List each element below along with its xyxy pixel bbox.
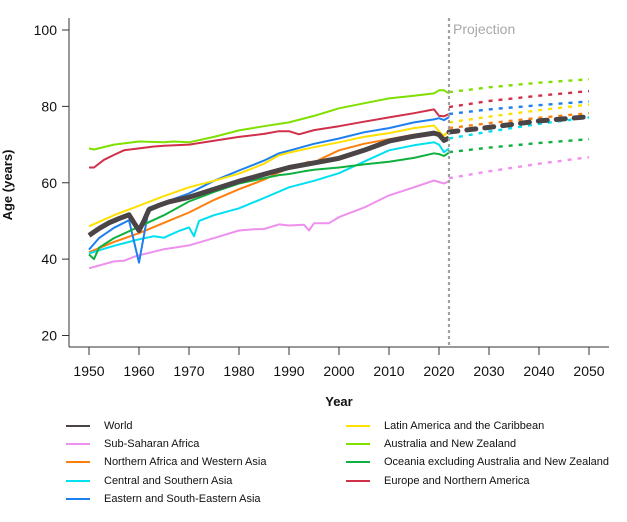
projection-line-oceania-excluding-australia-and-new-zealand (448, 138, 590, 154)
projection-label: Projection (453, 21, 515, 37)
x-tick-label: 2020 (423, 363, 454, 379)
y-axis-ticks: 20 40 60 80 100 (34, 22, 69, 344)
series-line-europe-and-northern-america (89, 108, 450, 169)
projection-line-sub-saharan-africa (448, 156, 590, 180)
projection-line-latin-america-and-the-caribbean (448, 103, 590, 124)
x-tick-label: 2010 (373, 363, 404, 379)
x-axis-ticks: 1950 1960 1970 1980 1990 2000 2010 2020 2030 2040… (73, 347, 605, 379)
series-line-australia-and-new-zealand (88, 89, 450, 151)
projection-line-central-and-southern-asia (448, 116, 590, 140)
x-tick-label: 1950 (73, 363, 104, 379)
projection-lines (446, 78, 592, 180)
y-tick-label: 100 (34, 22, 58, 38)
series-lines (87, 89, 451, 270)
series-line-oceania-excluding-australia-and-new-zealand (88, 151, 450, 261)
x-axis-title: Year (325, 394, 352, 409)
x-tick-label: 1980 (223, 363, 254, 379)
projection-line-australia-and-new-zealand (448, 78, 590, 94)
x-tick-label: 2040 (523, 363, 554, 379)
x-tick-label: 2000 (323, 363, 354, 379)
series-line-world (87, 130, 451, 238)
y-tick-label: 40 (41, 251, 57, 267)
series-line-latin-america-and-the-caribbean (88, 124, 450, 228)
x-tick-label: 2030 (473, 363, 504, 379)
projection-line-northern-africa-and-western-asia (448, 112, 590, 130)
projection-line-eastern-and-south-eastern-asia (448, 100, 590, 116)
x-tick-label: 1990 (273, 363, 304, 379)
series-line-central-and-southern-asia (88, 141, 450, 255)
x-tick-label: 2050 (573, 363, 604, 379)
y-axis-title: Age (years) (0, 150, 15, 221)
series-line-eastern-and-south-eastern-asia (88, 116, 450, 264)
projection-line-world (446, 114, 592, 135)
x-tick-label: 1960 (123, 363, 154, 379)
y-tick-label: 20 (41, 328, 57, 344)
projection-line-europe-and-northern-america (448, 89, 590, 109)
x-tick-label: 1970 (173, 363, 204, 379)
y-tick-label: 80 (41, 98, 57, 114)
y-tick-label: 60 (41, 175, 57, 191)
